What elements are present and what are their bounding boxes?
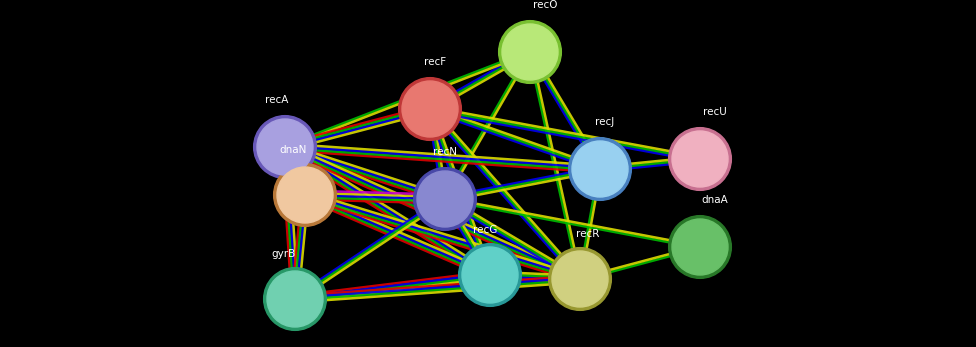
Circle shape bbox=[267, 271, 323, 327]
Circle shape bbox=[502, 24, 558, 80]
Circle shape bbox=[273, 164, 337, 226]
Circle shape bbox=[672, 131, 728, 187]
Circle shape bbox=[669, 128, 731, 191]
Circle shape bbox=[398, 78, 462, 140]
Circle shape bbox=[569, 138, 631, 200]
Text: dnaA: dnaA bbox=[702, 195, 728, 205]
Circle shape bbox=[277, 167, 333, 223]
Text: recU: recU bbox=[703, 107, 727, 117]
Text: gyrB: gyrB bbox=[271, 249, 295, 259]
Text: recO: recO bbox=[533, 0, 557, 10]
Circle shape bbox=[549, 248, 611, 310]
Circle shape bbox=[264, 268, 326, 330]
Text: recR: recR bbox=[576, 229, 599, 239]
Text: recA: recA bbox=[265, 95, 289, 105]
Text: recN: recN bbox=[433, 147, 457, 157]
Circle shape bbox=[417, 171, 473, 227]
Circle shape bbox=[257, 119, 313, 175]
Circle shape bbox=[499, 20, 561, 83]
Circle shape bbox=[402, 81, 458, 137]
Circle shape bbox=[462, 247, 518, 303]
Circle shape bbox=[414, 168, 476, 230]
Circle shape bbox=[672, 219, 728, 275]
Circle shape bbox=[254, 116, 316, 178]
Circle shape bbox=[552, 251, 608, 307]
Text: dnaN: dnaN bbox=[279, 145, 306, 155]
Circle shape bbox=[459, 244, 521, 306]
Circle shape bbox=[669, 215, 731, 278]
Text: recF: recF bbox=[424, 57, 446, 67]
Circle shape bbox=[572, 141, 628, 197]
Text: recG: recG bbox=[472, 225, 497, 235]
Text: recJ: recJ bbox=[595, 117, 615, 127]
